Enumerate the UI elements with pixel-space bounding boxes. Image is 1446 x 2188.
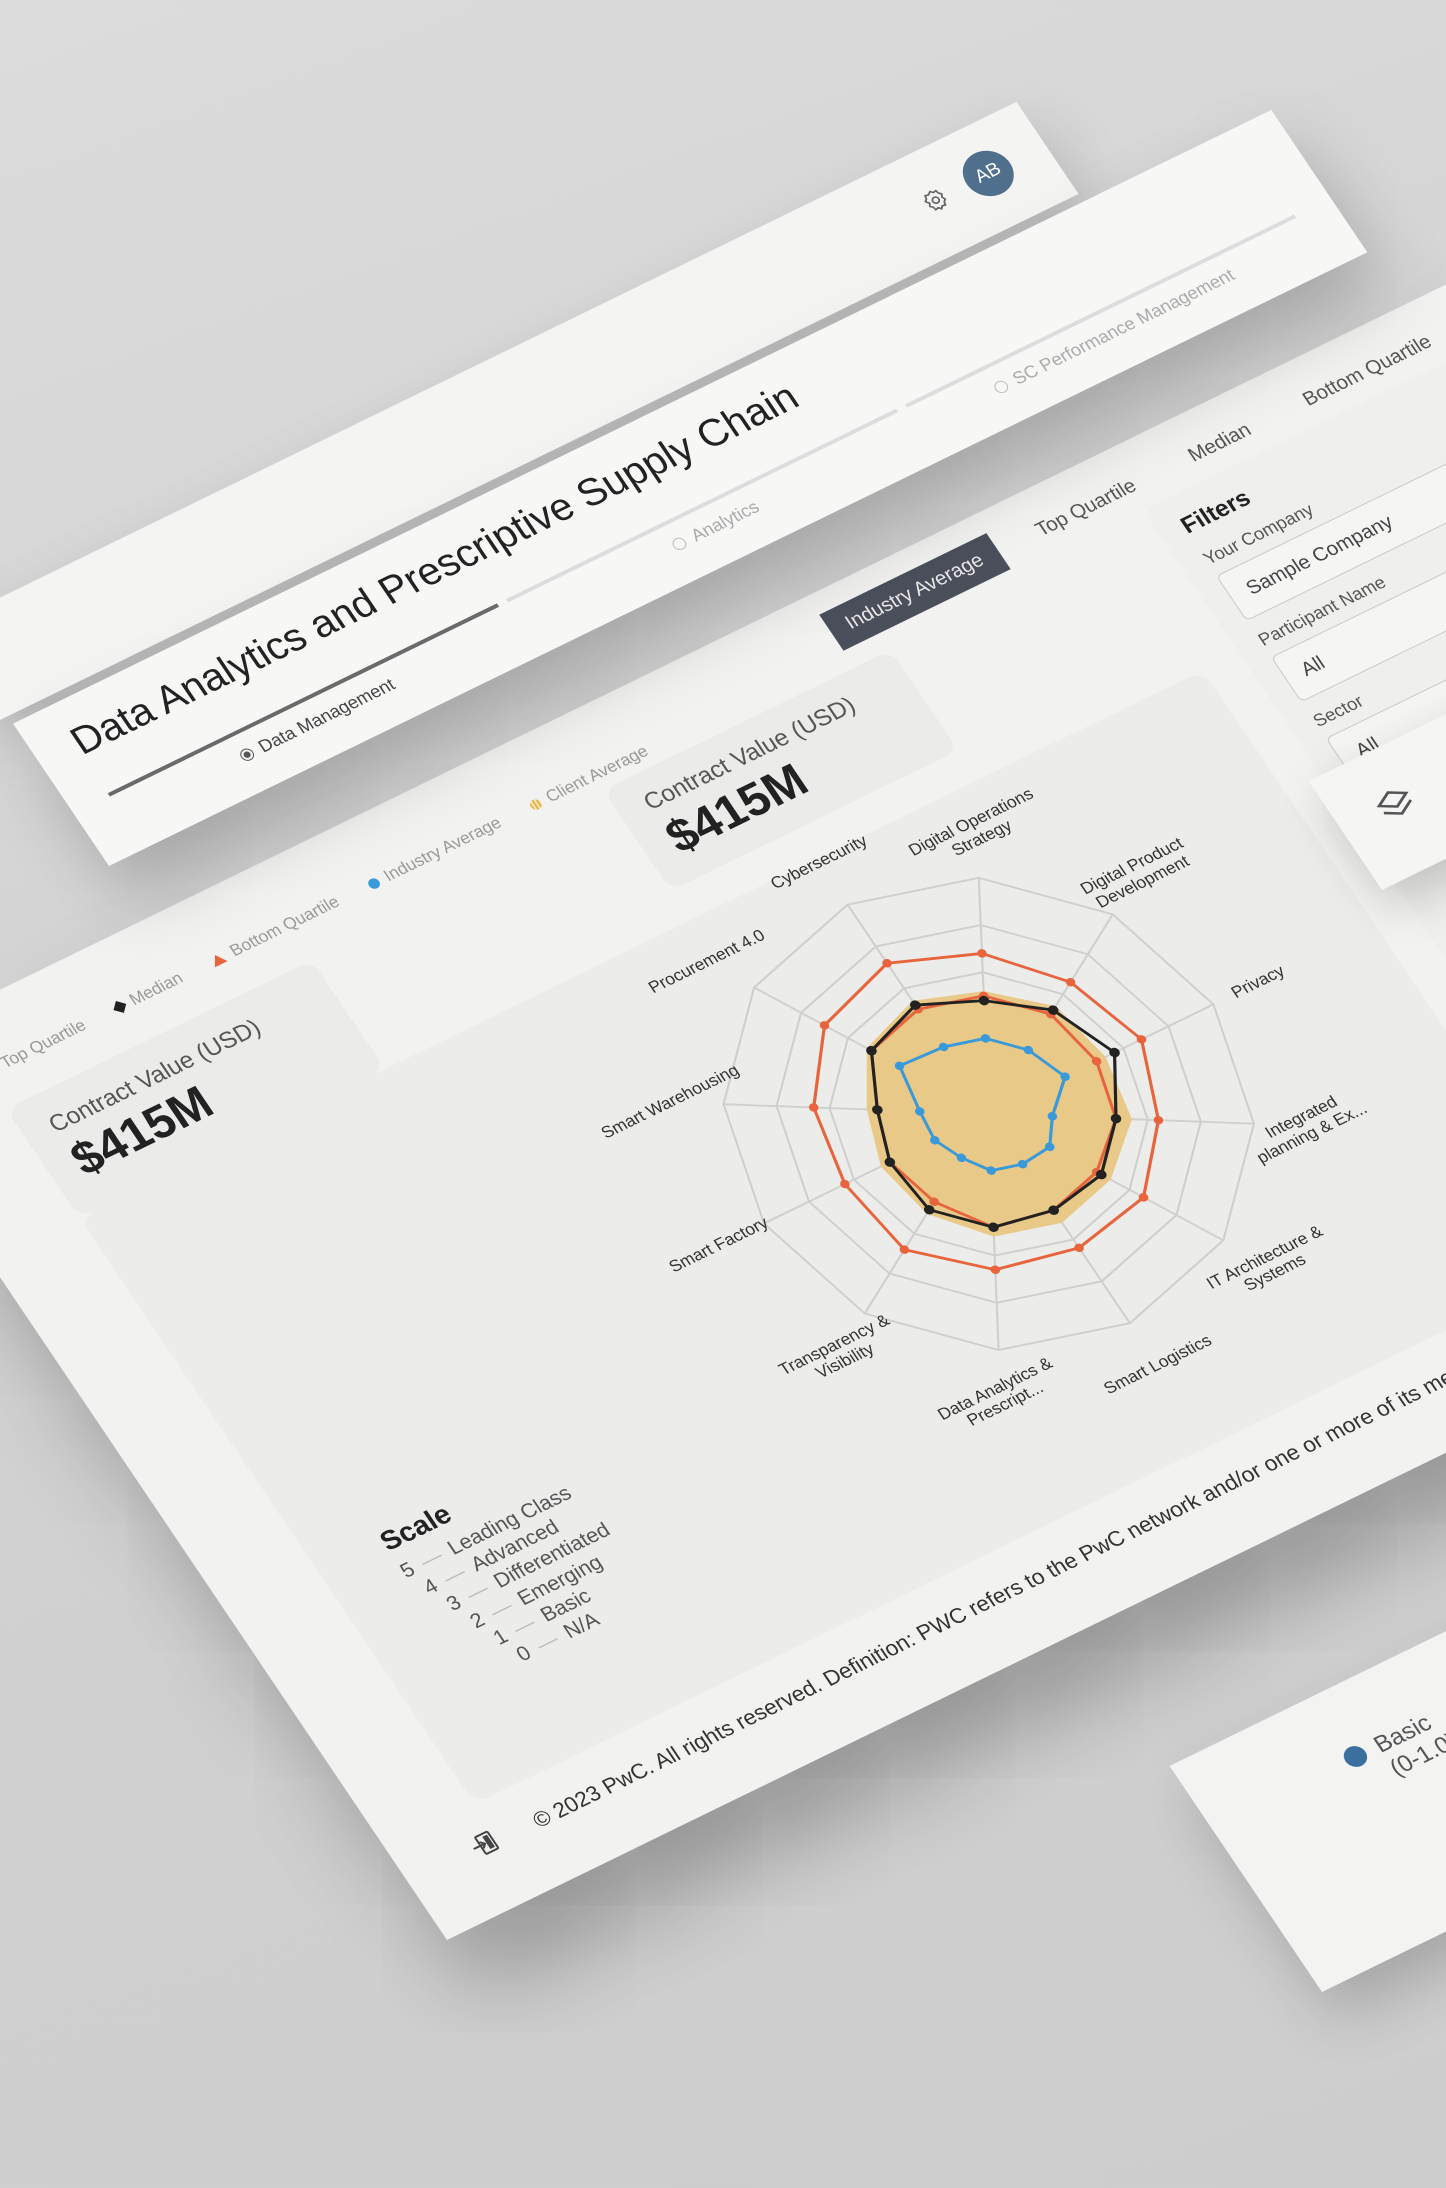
series-top-quartile-point: [808, 1103, 819, 1112]
legend-label: Industry Average: [379, 813, 505, 885]
series-top-quartile-point: [990, 1265, 1001, 1274]
series-top-quartile-point: [1065, 977, 1076, 987]
series-top-quartile-point: [1136, 1035, 1147, 1044]
footer: © 2023 PwC. All rights reserved. Definit…: [462, 1246, 1446, 1869]
legend-label: Top Quartile: [0, 1015, 90, 1072]
hatched-circle-icon: [527, 797, 544, 812]
series-median-point: [988, 1222, 999, 1232]
tab-top-quartile[interactable]: Top Quartile: [1031, 475, 1141, 541]
series-top-quartile-point: [977, 949, 987, 958]
series-bottom-quartile-point: [929, 1197, 939, 1206]
series-median-point: [1109, 1047, 1120, 1058]
series-top-quartile-point: [1138, 1193, 1149, 1202]
scale-number: 3: [442, 1591, 466, 1616]
scale-number: 4: [419, 1574, 443, 1600]
legend-label: Bottom Quartile: [226, 892, 343, 960]
scale-number: 0: [511, 1641, 536, 1667]
step-label: Analytics: [686, 496, 764, 546]
radio-selected-icon: [237, 746, 257, 763]
series-median-point: [1110, 1113, 1122, 1124]
series-median-point: [1047, 1005, 1059, 1015]
series-top-quartile-point: [1153, 1115, 1164, 1125]
step-label: SC Performance Management: [1008, 265, 1239, 389]
layers-icon: [1367, 780, 1428, 835]
filter-value: All: [1296, 651, 1329, 681]
radio-icon: [670, 535, 690, 552]
scale-number: 1: [488, 1624, 513, 1650]
scale-number: 2: [465, 1608, 490, 1633]
series-median-point: [1096, 1169, 1107, 1180]
series-top-quartile-point: [882, 958, 892, 968]
series-industry-average-point: [1017, 1159, 1028, 1169]
series-bottom-quartile-point: [1091, 1057, 1102, 1066]
dashboard-panel: Top Quartile Median Bottom Quartile Indu…: [0, 184, 1446, 1940]
legend-bottom-quartile[interactable]: Bottom Quartile: [206, 892, 343, 970]
series-median-point: [1048, 1205, 1059, 1215]
triangle-up-icon: [208, 951, 228, 967]
user-avatar[interactable]: AB: [953, 142, 1024, 205]
series-top-quartile-point: [819, 1021, 830, 1030]
series-top-quartile-point: [1074, 1243, 1084, 1253]
series-industry-average-point: [914, 1107, 925, 1116]
series-median-point: [910, 1000, 921, 1010]
series-industry-average-point: [1047, 1112, 1058, 1121]
series-industry-average-point: [894, 1061, 905, 1071]
series-median-point: [923, 1204, 935, 1215]
diamond-icon: [113, 1001, 126, 1014]
top-nav-bar: AB: [0, 101, 1079, 721]
series-median-point: [884, 1157, 896, 1167]
series-industry-average-point: [1023, 1045, 1034, 1055]
circle-icon: [365, 876, 382, 891]
series-top-quartile-point: [899, 1245, 910, 1254]
radar-chart: Cybersecurity Digital Operations Strategy…: [493, 693, 1446, 1536]
step-label: Data Management: [254, 674, 399, 757]
series-industry-average-point: [986, 1166, 996, 1175]
radar-svg: [722, 876, 1256, 1351]
side-card: [1308, 693, 1446, 890]
series-median-point: [866, 1045, 877, 1056]
legend-label: Median: [125, 968, 187, 1009]
radio-icon: [991, 378, 1011, 396]
series-industry-average-point: [956, 1153, 967, 1163]
level-dot-icon: [1339, 1742, 1372, 1771]
gear-icon[interactable]: [917, 184, 955, 217]
series-median-point: [978, 995, 990, 1006]
series-median-point: [872, 1105, 883, 1115]
sign-in-icon[interactable]: [462, 1825, 509, 1868]
legend-median[interactable]: Median: [109, 969, 187, 1018]
series-industry-average-point: [980, 1034, 991, 1043]
tab-industry-average[interactable]: Industry Average: [819, 533, 1011, 651]
legend-top-quartile[interactable]: Top Quartile: [0, 1016, 90, 1083]
series-industry-average-point: [938, 1042, 949, 1052]
maturity-level-card: Basic (0-1.0): [1169, 1502, 1446, 1992]
legend-industry-average[interactable]: Industry Average: [363, 813, 506, 894]
series-top-quartile-point: [840, 1179, 850, 1189]
series-industry-average-point: [1060, 1072, 1070, 1081]
series-industry-average-point: [930, 1135, 940, 1145]
series-industry-average-point: [1044, 1142, 1055, 1152]
